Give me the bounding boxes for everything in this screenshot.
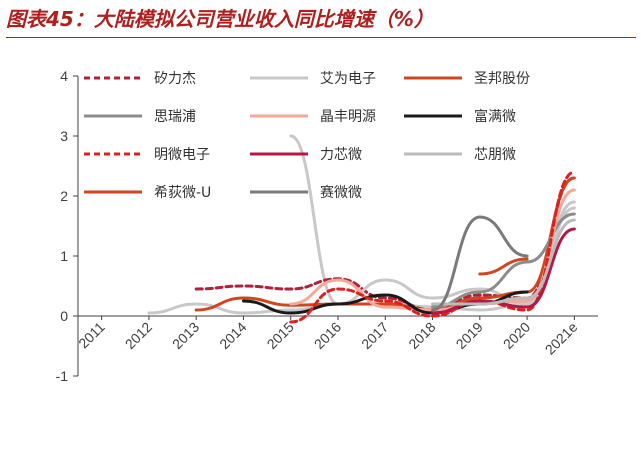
series-line-9 [431, 218, 576, 306]
y-tick-label: 3 [60, 128, 68, 144]
x-tick-label: 2016 [311, 319, 344, 352]
x-tick-label: 2017 [358, 319, 391, 352]
y-tick-label: 1 [60, 248, 68, 264]
x-tick-label: 2012 [122, 319, 155, 352]
x-tick-label: 2019 [453, 319, 486, 352]
legend-label-6: 富满微 [474, 108, 516, 125]
series-line-8 [431, 227, 576, 315]
y-tick-label: -1 [56, 368, 69, 384]
x-tick-label: 2021e [542, 319, 581, 358]
series-line-3 [194, 176, 576, 312]
x-tick-label: 2020 [500, 319, 533, 352]
y-tick-label: 0 [60, 308, 68, 324]
legend-label-1: 矽力杰 [154, 71, 196, 87]
x-tick-label: 2013 [169, 319, 202, 352]
y-tick-label: 2 [60, 188, 68, 204]
x-tick-label: 2014 [216, 319, 249, 352]
x-tick-label: 2018 [405, 319, 438, 352]
series-line-2 [147, 206, 576, 315]
legend-label-11: 赛微微 [320, 185, 362, 201]
title-divider [6, 37, 636, 38]
x-tick-label: 2015 [264, 319, 297, 352]
y-tick-label: 4 [60, 68, 68, 84]
legend-label-4: 思瑞浦 [154, 109, 196, 125]
legend-label-10: 希荻微-U [154, 185, 211, 201]
legend-label-8: 力芯微 [320, 147, 362, 163]
chart-title: 图表45：大陆模拟公司营业收入同比增速（%） [6, 7, 434, 31]
x-tick-label: 2011 [75, 319, 108, 352]
legend-label-5: 晶丰明源 [320, 109, 376, 125]
series-line-10 [478, 257, 529, 276]
legend-label-3: 圣邦股份 [474, 71, 530, 87]
series-line-11 [431, 215, 529, 312]
series-line-1 [194, 176, 576, 312]
legend-label-2: 艾为电子 [320, 71, 376, 87]
legend-label-9: 芯朋微 [474, 147, 516, 163]
line-chart: -1 0 1 2 3 4 2011 2012 2013 2014 2015 2016 2017 2018 2… [56, 68, 598, 384]
series-lines [147, 134, 576, 324]
legend-label-7: 明微电子 [154, 147, 210, 163]
